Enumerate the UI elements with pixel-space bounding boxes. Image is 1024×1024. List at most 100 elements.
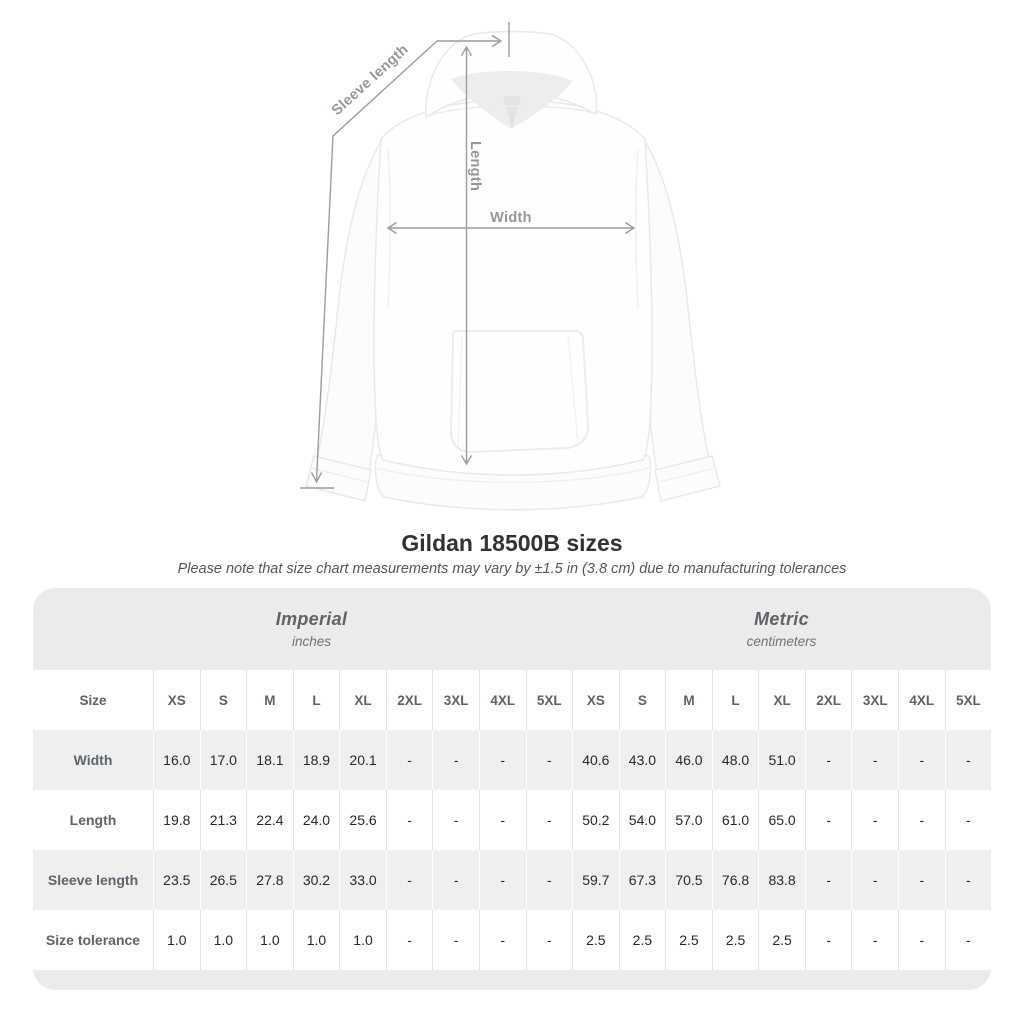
value-cell: - [385,730,433,790]
size-header-row: Size XS S M L XL 2XL 3XL 4XL 5XL XS S M … [33,670,991,730]
value-cell: - [432,730,479,790]
value-cell: 2.5 [618,910,666,970]
imperial-unit: inches [291,634,332,649]
sleeve-length-arrow [300,22,510,489]
value-cell: 1.0 [292,910,340,970]
value-cell: 25.6 [339,790,386,850]
value-cell: 26.5 [199,850,247,910]
value-cell: - [944,910,991,970]
value-cell: 48.0 [711,730,759,790]
value-cell: 67.3 [618,850,666,910]
value-cell: - [851,910,898,970]
size-col-header: L [711,670,759,730]
size-col-header: M [246,670,293,730]
value-cell: 76.8 [711,850,759,910]
value-cell: - [525,790,573,850]
value-cell: 2.5 [758,910,805,970]
value-cell: - [432,850,479,910]
value-cell: 19.8 [153,790,200,850]
value-cell: 1.0 [339,910,386,970]
table-row-sleeve-length: Sleeve length 23.5 26.5 27.8 30.2 33.0 -… [33,850,991,910]
value-cell: - [432,910,479,970]
value-cell: - [385,910,433,970]
size-chart-table: Imperial inches Metric centimeters Size … [33,588,991,990]
metric-title: Metric [754,609,809,629]
value-cell: - [478,730,526,790]
value-cell: 27.8 [246,850,293,910]
collar-seam [425,105,597,118]
value-cell: - [385,850,433,910]
value-cell: 57.0 [665,790,712,850]
size-col-header: 2XL [804,670,852,730]
value-cell: - [804,910,852,970]
row-label: Sleeve length [47,872,139,888]
value-cell: - [525,850,573,910]
hoodie-left-cuff [305,455,372,502]
width-label: Width [490,210,532,226]
value-cell: 18.9 [292,730,340,790]
kangaroo-pocket [449,330,590,454]
value-cell: 22.4 [246,790,293,850]
value-cell: - [851,850,898,910]
value-cell: 24.0 [292,790,340,850]
value-cell: 2.5 [572,910,619,970]
size-col-header: S [199,670,247,730]
value-cell: - [944,850,991,910]
value-cell: 18.1 [246,730,293,790]
value-cell: 1.0 [153,910,200,970]
value-cell: - [898,850,945,910]
value-cell: - [525,730,573,790]
value-cell: 2.5 [665,910,712,970]
width-arrow [386,221,636,235]
size-col-header: 2XL [385,670,433,730]
raglan-seams [387,149,639,309]
sleeve-length-label: Sleeve length [329,42,412,119]
table-footer-band [33,970,991,990]
size-col-header: L [292,670,340,730]
value-cell: 1.0 [199,910,247,970]
value-cell: - [898,790,945,850]
size-col-header: 5XL [944,670,991,730]
hoodie-right-cuff [654,455,721,502]
value-cell: 59.7 [572,850,619,910]
value-cell: - [898,730,945,790]
size-col-header: S [618,670,666,730]
row-label: Length [69,812,117,828]
value-cell: - [432,790,479,850]
value-cell: - [944,790,991,850]
metric-unit: centimeters [746,634,817,649]
value-cell: 40.6 [572,730,619,790]
size-col-header: M [665,670,712,730]
imperial-title: Imperial [275,609,348,629]
hem-seams [310,467,716,483]
length-label: Length [467,141,483,191]
metric-section-header: Metric centimeters [572,588,991,670]
size-col-header: XS [153,670,200,730]
hoodie-measurement-diagram: Sleeve length Length Width [300,22,721,511]
table-row-size-tolerance: Size tolerance 1.0 1.0 1.0 1.0 1.0 - - -… [33,910,991,970]
page-title: Gildan 18500B sizes [401,530,623,556]
value-cell: 51.0 [758,730,805,790]
value-cell: 2.5 [711,910,759,970]
size-col-header: XS [572,670,619,730]
size-col-header: 3XL [432,670,479,730]
value-cell: - [478,850,526,910]
row-label: Width [73,752,113,768]
value-cell: - [898,910,945,970]
size-col-header: 4XL [478,670,526,730]
value-cell: 54.0 [618,790,666,850]
table-row-length: Length 19.8 21.3 22.4 24.0 25.6 - - - - … [33,790,991,850]
value-cell: 16.0 [153,730,200,790]
value-cell: - [944,730,991,790]
value-cell: 33.0 [339,850,386,910]
value-cell: 1.0 [246,910,293,970]
size-col-header: XL [339,670,386,730]
size-col-header: 3XL [851,670,898,730]
value-cell: 43.0 [618,730,666,790]
value-cell: 17.0 [199,730,247,790]
length-arrow [460,45,473,466]
units-header-band: Imperial inches Metric centimeters [33,588,991,670]
value-cell: 21.3 [199,790,247,850]
value-cell: - [478,910,526,970]
